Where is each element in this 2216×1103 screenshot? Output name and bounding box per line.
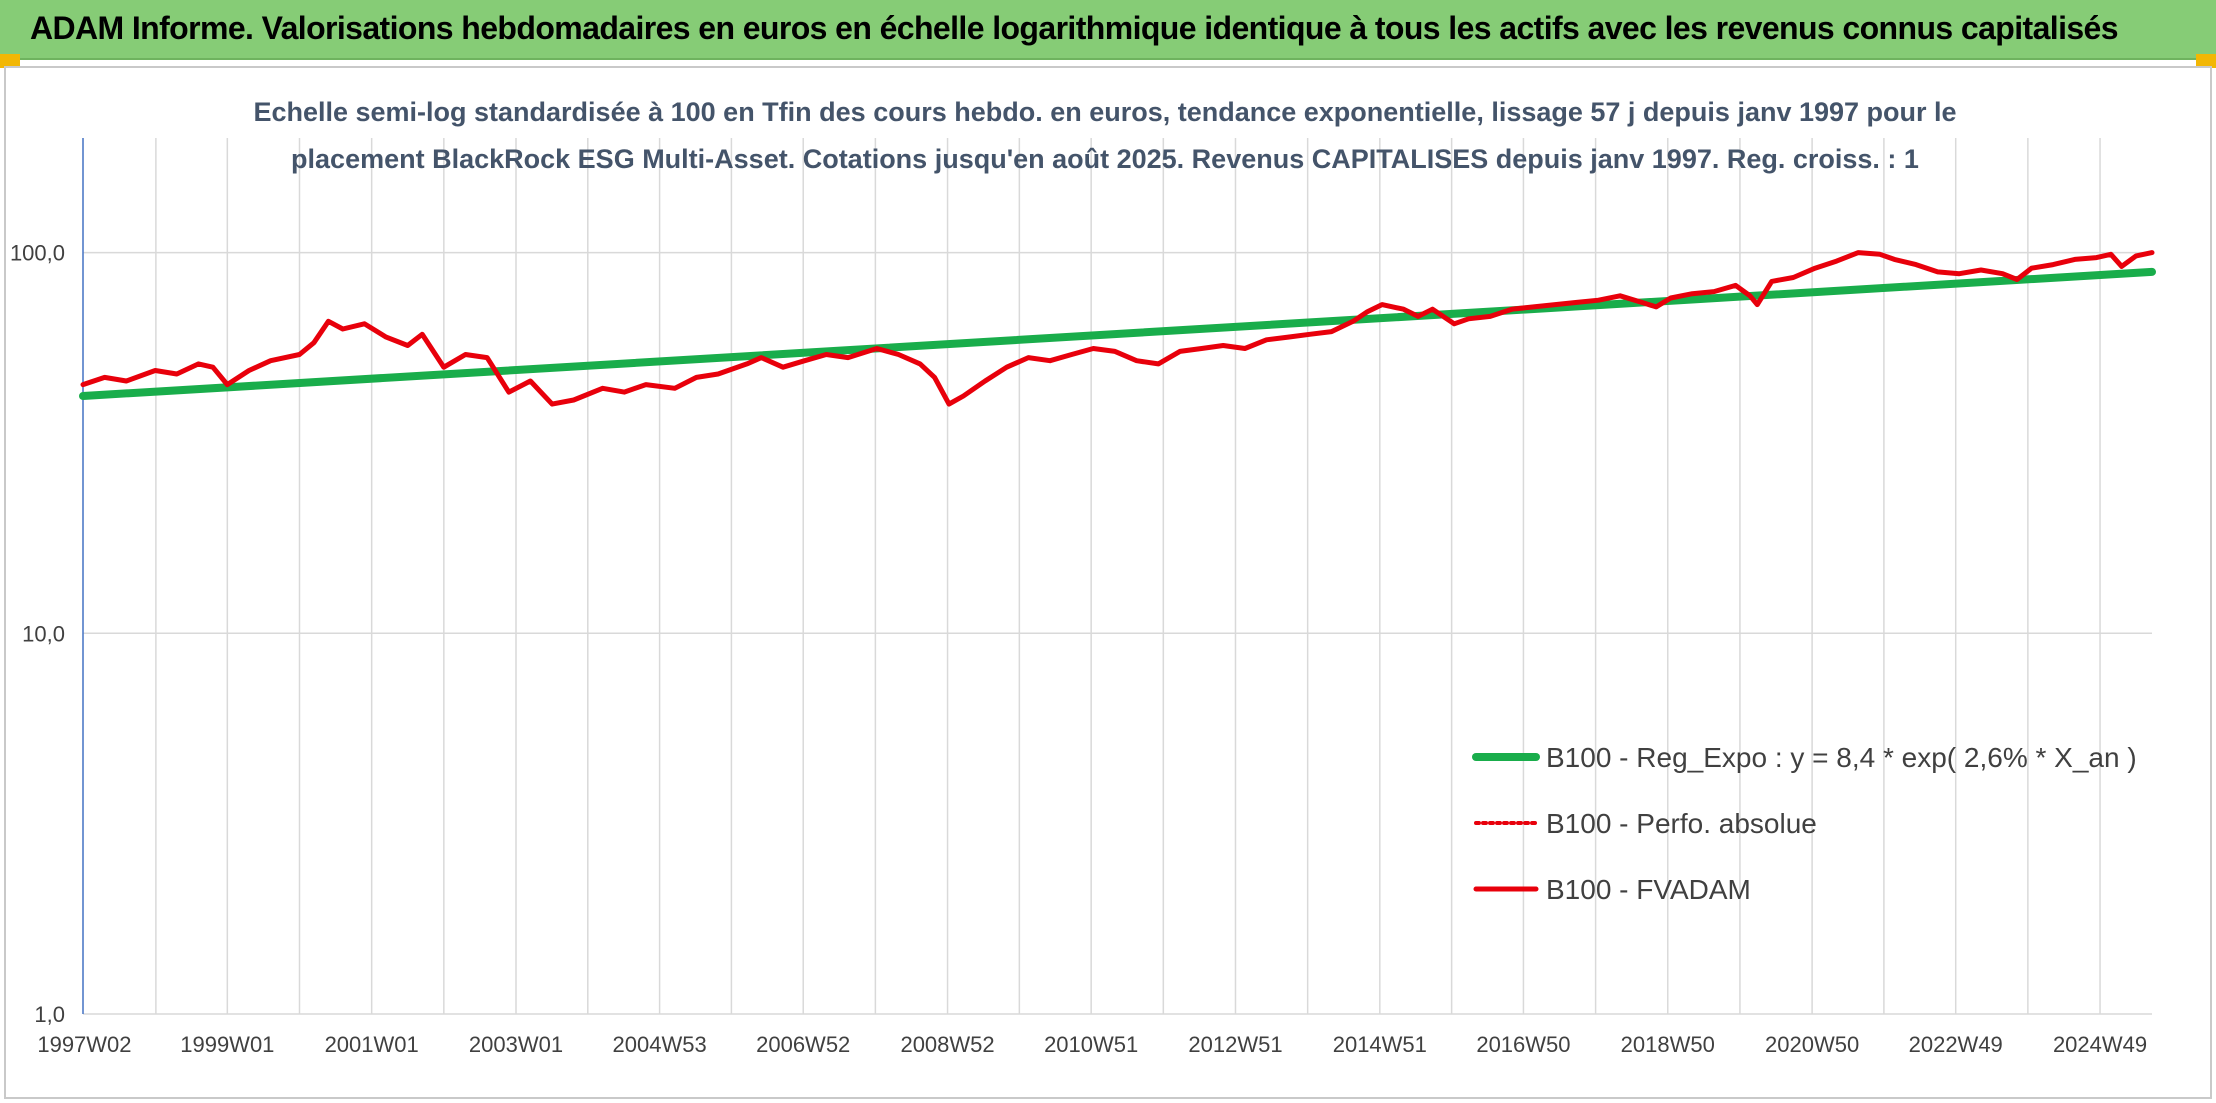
x-tick-label: 2012W51: [1188, 1032, 1282, 1057]
x-tick-label: 2016W50: [1476, 1032, 1570, 1057]
x-tick-label: 2014W51: [1333, 1032, 1427, 1057]
legend: B100 - Reg_Expo : y = 8,4 * exp( 2,6% * …: [1472, 742, 2137, 905]
legend-label-1: B100 - Perfo. absolue: [1546, 808, 1817, 839]
x-tick-label: 2018W50: [1621, 1032, 1715, 1057]
gridlines: [83, 138, 2152, 1015]
x-tick-label: 2004W53: [613, 1032, 707, 1057]
x-tick-label: 2020W50: [1765, 1032, 1859, 1057]
x-tick-label: 1999W01: [180, 1032, 274, 1057]
corner-marker-top-right: [2196, 54, 2216, 68]
chart-subtitle-line-1: Echelle semi-log standardisée à 100 en T…: [253, 97, 1956, 127]
x-tick-label: 2008W52: [900, 1032, 994, 1057]
x-tick-label: 2022W49: [1909, 1032, 2003, 1057]
x-tick-label: 2006W52: [756, 1032, 850, 1057]
y-tick-label: 10,0: [22, 621, 65, 646]
x-axis-ticks: 1997W02 1999W01 2001W01 2003W01 2004W53 2006W…: [37, 1032, 2147, 1057]
x-tick-label: 2010W51: [1044, 1032, 1138, 1057]
series-line-2: [80, 250, 2155, 407]
y-tick-label: 100,0: [10, 241, 65, 266]
legend-label-2: B100 - FVADAM: [1546, 874, 1751, 905]
banner-title: ADAM Informe. Valorisations hebdomadaire…: [30, 10, 2119, 46]
y-tick-label: 1,0: [34, 1002, 65, 1027]
x-tick-label: 1997W02: [37, 1032, 131, 1057]
corner-marker-top-left: [0, 54, 20, 68]
x-tick-label: 2001W01: [325, 1032, 419, 1057]
y-axis-ticks: 1,0 10,0 100,0: [10, 241, 65, 1027]
legend-label-0: B100 - Reg_Expo : y = 8,4 * exp( 2,6% * …: [1546, 742, 2137, 773]
title-banner: ADAM Informe. Valorisations hebdomadaire…: [0, 0, 2216, 60]
x-tick-label: 2024W49: [2053, 1032, 2147, 1057]
series-layer: [79, 250, 2156, 407]
chart-subtitle-line-2: placement BlackRock ESG Multi-Asset. Cot…: [291, 144, 1919, 174]
x-tick-label: 2003W01: [469, 1032, 563, 1057]
series-line-0: [79, 267, 2156, 400]
